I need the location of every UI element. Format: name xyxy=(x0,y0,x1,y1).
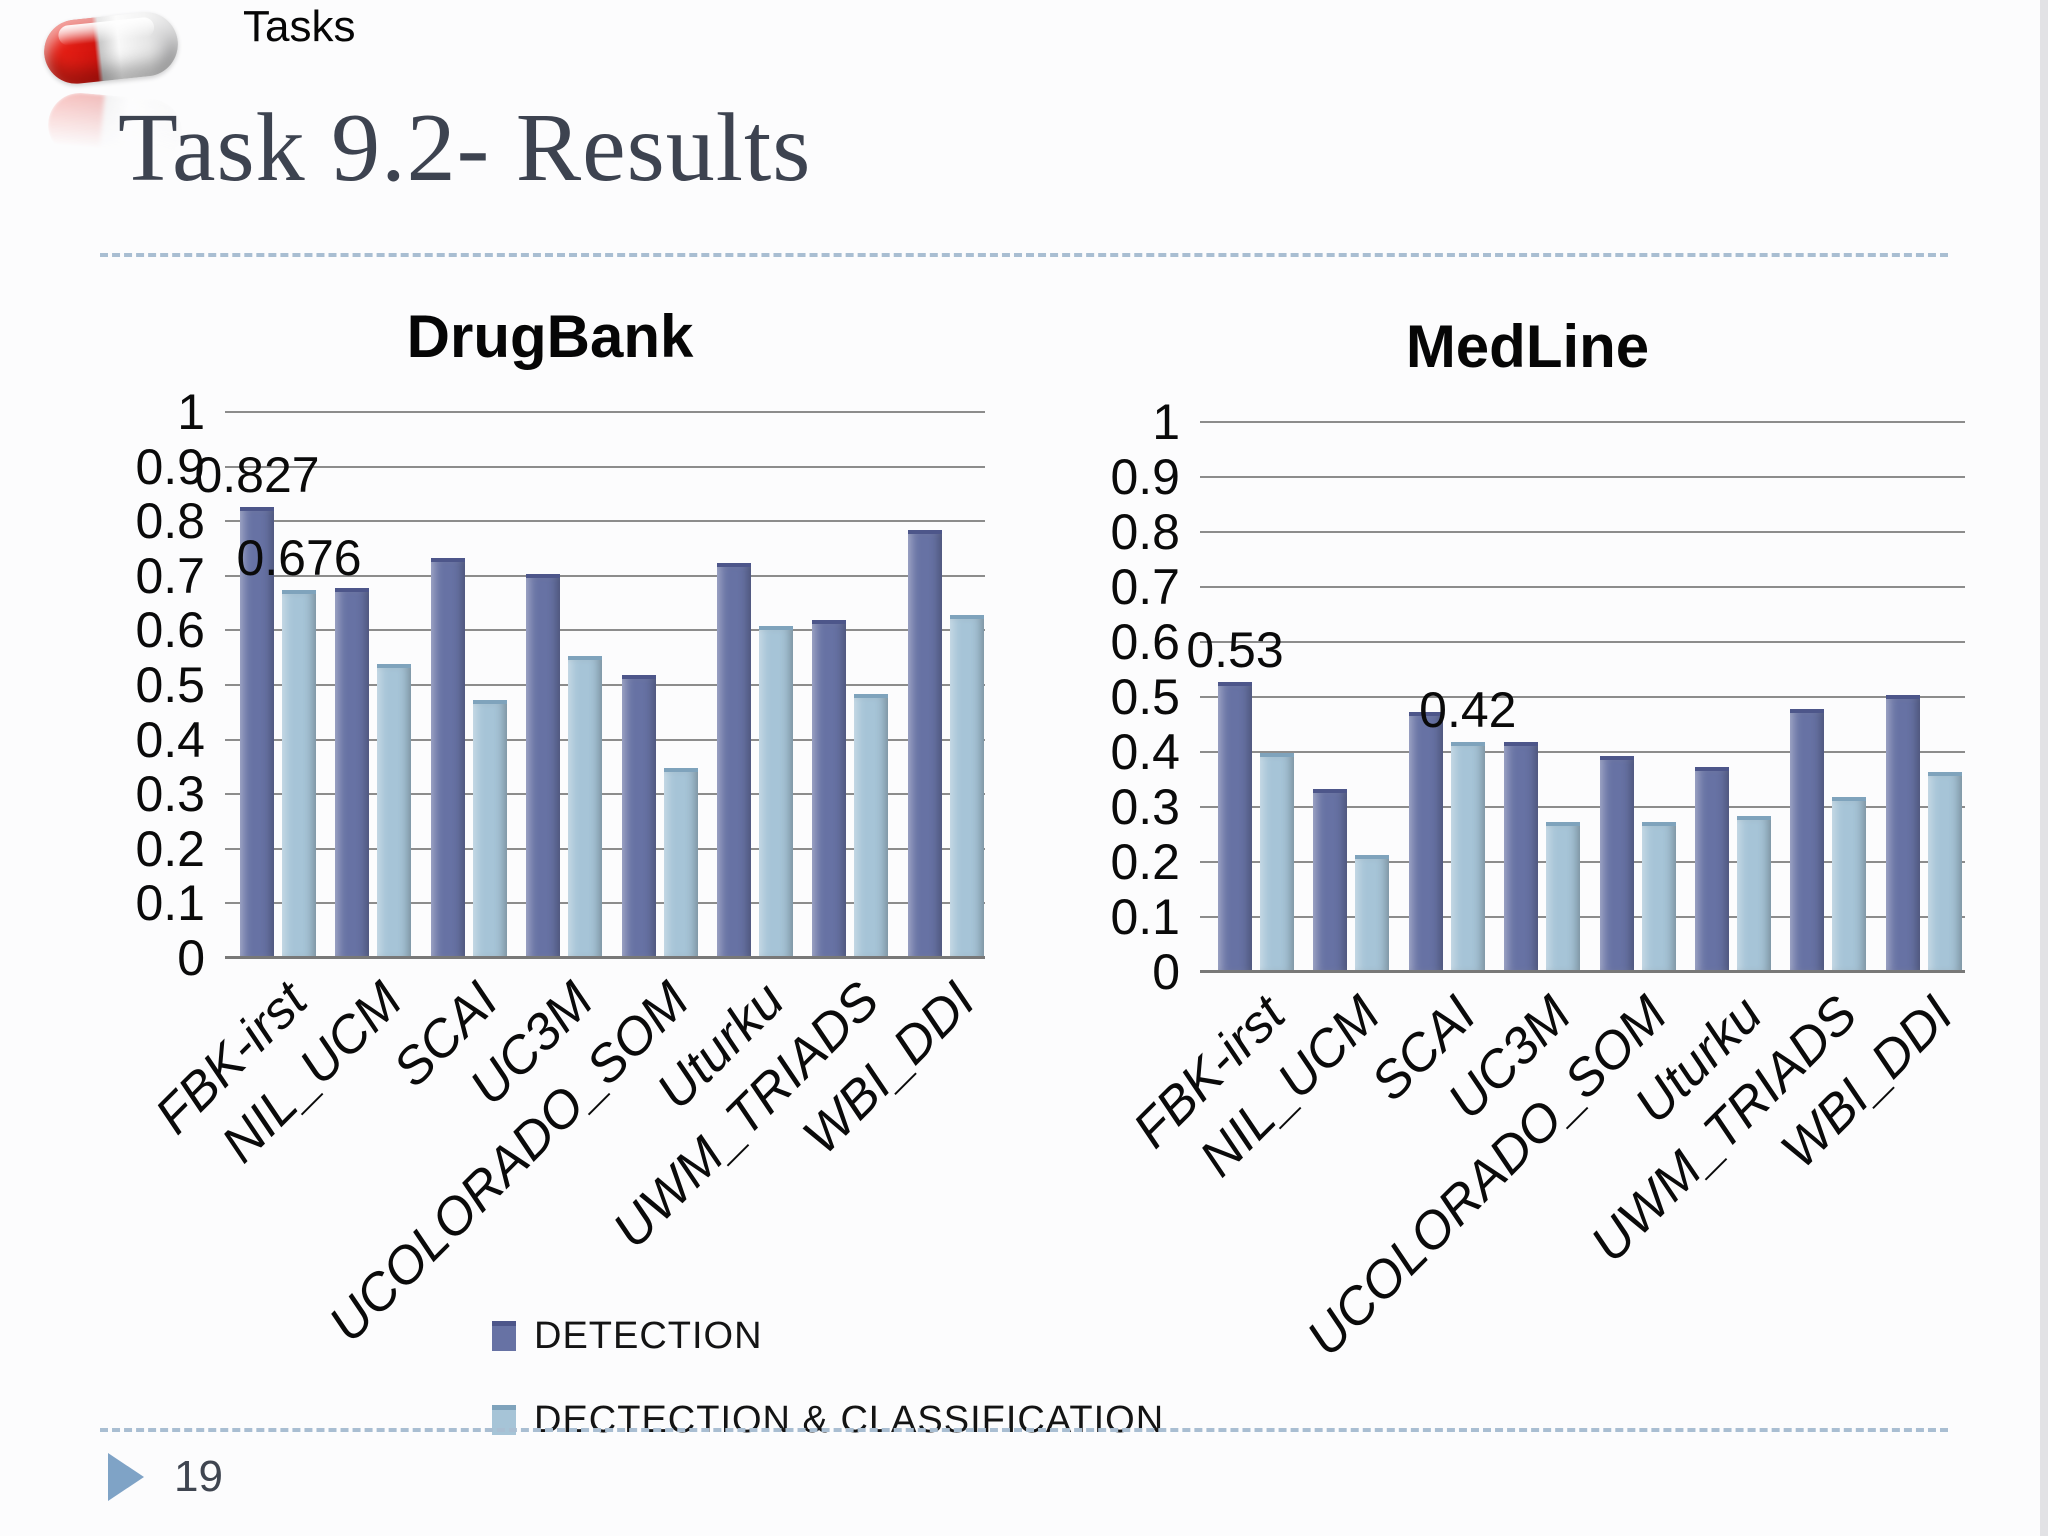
gridline xyxy=(1200,806,1965,808)
data-label: 0.676 xyxy=(236,529,362,586)
bar-detection-classification xyxy=(1450,742,1485,970)
bar-detection xyxy=(812,620,847,956)
chart-title-drugbank: DrugBank xyxy=(406,303,694,370)
legend-item-detection: DETECTION xyxy=(492,1294,1164,1378)
gridline xyxy=(225,847,985,850)
gridline xyxy=(225,793,985,796)
bar-detection-classification xyxy=(1641,821,1676,970)
legend: DETECTION DECTECTION & CLASSIFICATION xyxy=(492,1294,1164,1462)
gridline xyxy=(1200,476,1965,478)
y-axis-label: 0.6 xyxy=(135,602,205,659)
gridline xyxy=(1200,861,1965,863)
gridline xyxy=(225,902,985,905)
bar-detection xyxy=(717,563,751,956)
y-axis-label: 0.8 xyxy=(1110,504,1180,560)
chart-title-medline: MedLine xyxy=(1405,313,1650,380)
y-axis-label: 0 xyxy=(1152,944,1180,1000)
y-axis-label: 0.9 xyxy=(135,438,205,495)
bar-detection xyxy=(1313,788,1348,970)
bar-detection xyxy=(1790,709,1825,970)
bar-detection xyxy=(240,507,274,956)
bar-detection xyxy=(430,557,465,956)
y-axis-label: 0.2 xyxy=(135,820,205,877)
y-axis-label: 0.8 xyxy=(135,493,205,550)
bar-detection-classification xyxy=(663,767,698,956)
y-axis-label: 0.1 xyxy=(1110,889,1180,945)
page-title: Task 9.2- Results xyxy=(118,94,812,202)
y-axis-label: 0.6 xyxy=(1110,614,1180,670)
gridline xyxy=(1200,641,1965,643)
legend-swatch-detection xyxy=(492,1321,516,1351)
y-axis-label: 0.5 xyxy=(1110,669,1180,725)
bar-detection xyxy=(335,587,370,956)
bar-detection-classification xyxy=(1832,797,1867,970)
y-axis-label: 0.4 xyxy=(1110,724,1180,780)
y-axis-label: 0.7 xyxy=(135,547,205,604)
data-label: 0.42 xyxy=(1419,682,1517,738)
gridline xyxy=(225,738,985,741)
pill-capsule xyxy=(41,9,181,87)
bar-detection xyxy=(1218,681,1252,970)
legend-label-detection: DETECTION xyxy=(534,1314,763,1357)
gridline xyxy=(225,629,985,632)
bar-detection xyxy=(1885,695,1920,970)
gridline xyxy=(225,465,985,468)
data-label: 0.827 xyxy=(194,447,320,504)
bar-detection xyxy=(1599,755,1634,970)
bar-detection-classification xyxy=(1260,753,1294,970)
y-axis-label: 0.2 xyxy=(1110,834,1180,890)
bar-detection-classification xyxy=(949,615,984,956)
y-axis-label: 0.3 xyxy=(1110,779,1180,835)
gridline xyxy=(225,574,985,577)
x-axis-line xyxy=(225,956,985,959)
tasks-header-label: Tasks xyxy=(243,2,356,51)
bar-detection-classification xyxy=(759,625,793,956)
bar-detection xyxy=(526,574,561,956)
bar-detection xyxy=(1408,711,1443,970)
bar-detection-classification xyxy=(282,589,316,956)
bar-detection-classification xyxy=(1546,821,1581,970)
bar-detection xyxy=(1504,742,1539,970)
y-axis-label: 0.4 xyxy=(135,711,205,768)
bottom-divider xyxy=(100,1428,1948,1432)
y-axis-label: 0.1 xyxy=(135,875,205,932)
gridline xyxy=(1200,586,1965,588)
gridline xyxy=(1200,531,1965,533)
chart-medline: MedLine 1 0.9 0.8 0.7 0.6 0.5 0.4 0.3 0.2 0.1 0 FBK… xyxy=(1110,313,1965,1368)
chart-drugbank: DrugBank 1 0.9 0.8 0.7 0.6 0.5 0.4 0.3 0.2 0.1 0 FB… xyxy=(135,303,986,1354)
gridline xyxy=(225,684,985,686)
bar-detection-classification xyxy=(1737,816,1771,970)
bar-detection-classification xyxy=(1355,854,1390,970)
legend-item-detection-classification: DECTECTION & CLASSIFICATION xyxy=(492,1378,1164,1462)
gridline xyxy=(1200,916,1965,918)
bar-detection xyxy=(1695,766,1729,970)
bullet-triangle-icon xyxy=(108,1453,144,1501)
data-label: 0.53 xyxy=(1186,621,1284,678)
y-axis-label: 0.3 xyxy=(135,766,205,823)
legend-label-detection-classification: DECTECTION & CLASSIFICATION xyxy=(534,1398,1165,1441)
y-axis-label: 0.9 xyxy=(1110,449,1180,505)
y-axis-label: 1 xyxy=(1152,394,1180,450)
bar-detection-classification xyxy=(1927,772,1962,970)
bar-detection-classification xyxy=(472,699,507,956)
gridline xyxy=(1200,696,1965,698)
gridline xyxy=(225,520,985,523)
bar-detection-classification xyxy=(377,664,412,956)
y-axis-label: 0 xyxy=(177,930,205,986)
gridline xyxy=(225,411,985,413)
gridline xyxy=(1200,751,1965,753)
bar-detection xyxy=(621,675,656,956)
footer: 19 xyxy=(108,1452,223,1502)
bar-detection-classification xyxy=(568,655,603,956)
y-axis-label: 0.5 xyxy=(135,657,205,713)
x-axis-line xyxy=(1200,970,1965,973)
bar-detection xyxy=(907,530,942,956)
top-divider xyxy=(100,253,1948,257)
bar-detection-classification xyxy=(854,694,889,956)
gridline xyxy=(1200,421,1965,423)
y-axis-label: 1 xyxy=(177,384,205,440)
y-axis-label: 0.7 xyxy=(1110,559,1180,615)
page-number: 19 xyxy=(174,1452,223,1501)
